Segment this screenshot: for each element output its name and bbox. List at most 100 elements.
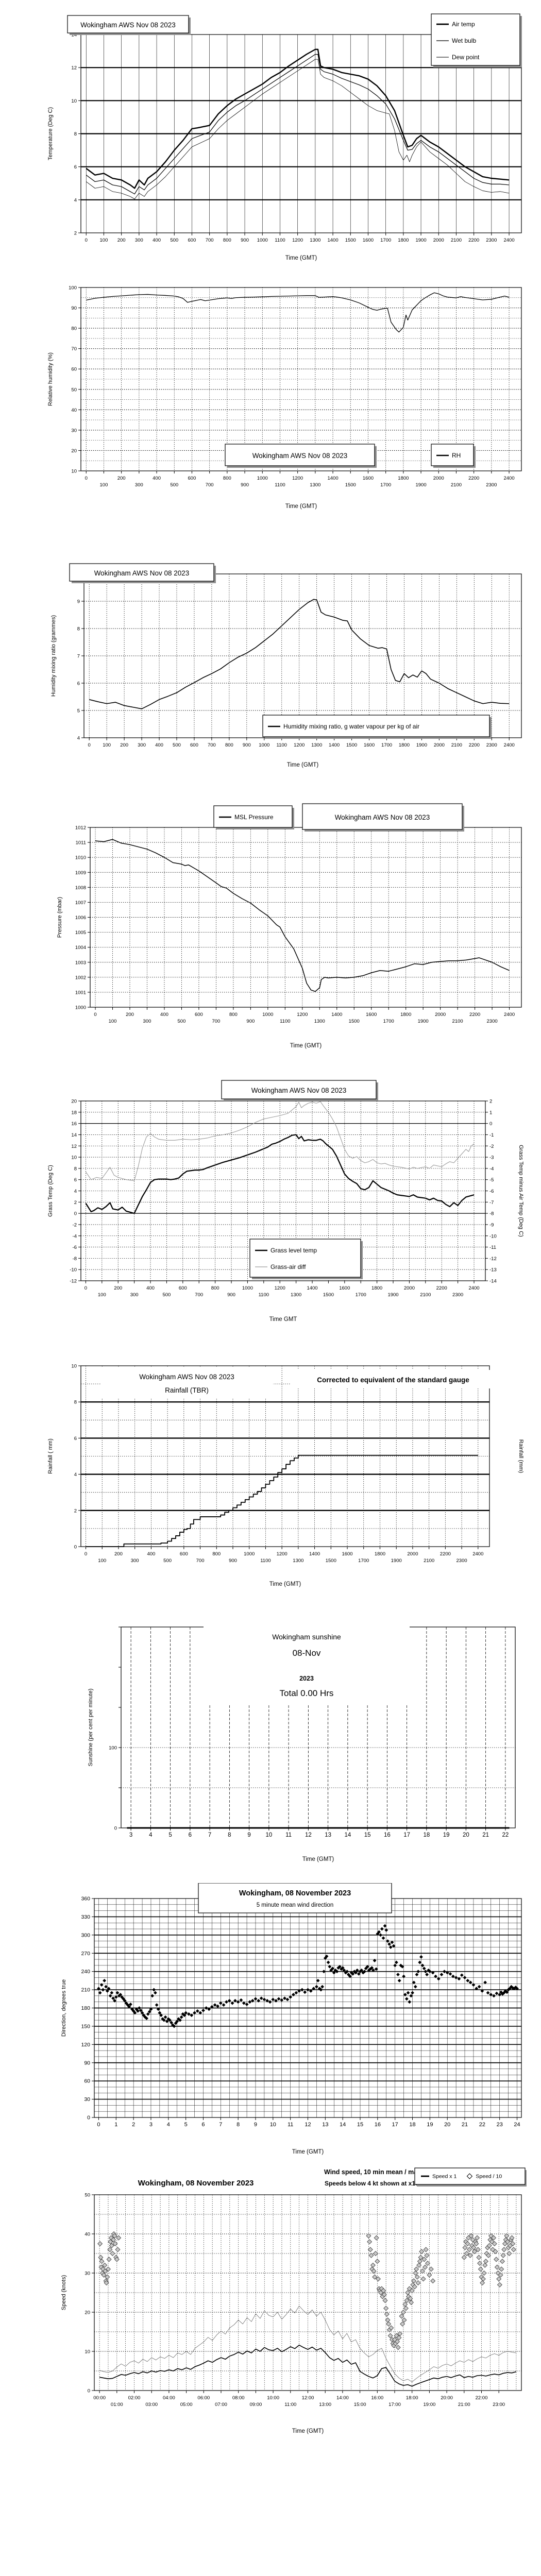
data-point bbox=[397, 1978, 401, 1982]
series-msl-pressure bbox=[95, 839, 510, 992]
y-tick-label: 14 bbox=[71, 1132, 77, 1138]
y-tick-label: 30 bbox=[84, 2096, 90, 2103]
x-tick-label: 20:00 bbox=[441, 2395, 453, 2401]
x-tick-label: 5 bbox=[168, 1832, 172, 1838]
x-tick-label: 18:00 bbox=[406, 2395, 418, 2401]
x-tick-label: 400 bbox=[155, 742, 163, 748]
y2-tick-label: 0 bbox=[489, 1121, 492, 1127]
chart-rainfall-svg: 0100200300400500600700800900100011001200… bbox=[47, 1364, 524, 1588]
x-tick-label: 00:00 bbox=[93, 2395, 106, 2401]
data-point bbox=[422, 2264, 428, 2270]
chart-grass-temperature: 0 100 200 300 400 500 600 700 800 900 1000 1100 1200… bbox=[44, 1079, 527, 1325]
title-box bbox=[290, 1370, 496, 1388]
x-tick-label: 1500 bbox=[349, 1019, 360, 1024]
y-tick-label: 8 bbox=[74, 1400, 77, 1405]
x-tick-label: 1200 bbox=[292, 238, 303, 243]
data-point bbox=[127, 2005, 131, 2009]
data-point bbox=[373, 2251, 378, 2256]
legend-box bbox=[414, 2167, 526, 2185]
title-box bbox=[69, 563, 214, 582]
legend-box bbox=[431, 13, 520, 66]
y-tick-label: 4 bbox=[77, 736, 80, 741]
x-tick-label: 0 bbox=[85, 238, 88, 243]
y-tick-label: 60 bbox=[71, 367, 77, 372]
chart-sunshine-svg: 3 4 5 6 7 8 9 10 11 12 13 14 15 16 17 18 19 20 21 22 Time (G… bbox=[88, 1623, 516, 1862]
x-tick-label: 1900 bbox=[387, 1292, 398, 1298]
x-tick-label: 2000 bbox=[433, 476, 444, 481]
x-tick-label: 22 bbox=[479, 2122, 485, 2128]
x-tick-label: 2200 bbox=[436, 1285, 447, 1291]
x-axis-label: Time (GMT) bbox=[285, 255, 317, 261]
title-text: 5 minute mean wind direction bbox=[257, 1902, 334, 1908]
x-tick-label: 18 bbox=[409, 2122, 415, 2128]
x-axis-label: Time (GMT) bbox=[287, 762, 319, 768]
data-point bbox=[201, 2008, 205, 2012]
x-tick-label: 20 bbox=[463, 1832, 469, 1838]
chart-relative-humidity-svg: 0 100 200 300 400 500 600 700 800 900 1000 1100 1200… bbox=[47, 285, 522, 510]
x-tick-label: 1100 bbox=[260, 1558, 270, 1564]
data-point bbox=[210, 2005, 214, 2009]
y2-tick-label: -12 bbox=[489, 1256, 497, 1262]
y-tick-label: 90 bbox=[84, 2060, 90, 2066]
legend-diamond-icon bbox=[466, 2173, 473, 2179]
data-point bbox=[480, 2276, 486, 2282]
legend-label: RH bbox=[452, 452, 461, 459]
data-point bbox=[404, 2298, 410, 2303]
x-tick-label: 3 bbox=[149, 2122, 153, 2128]
x-tick-label: 300 bbox=[138, 742, 146, 748]
x-tick-label: 1000 bbox=[262, 1012, 273, 1018]
data-point bbox=[486, 1991, 490, 1995]
x-tick-label: 1100 bbox=[280, 1019, 290, 1024]
data-point bbox=[494, 2264, 500, 2270]
x-axis-label: Time (GMT) bbox=[292, 2149, 324, 2155]
x-tick-label: 2 bbox=[132, 2122, 135, 2128]
data-point bbox=[104, 2280, 109, 2285]
y-tick-label: 120 bbox=[81, 2042, 90, 2048]
x-tick-label: 1700 bbox=[381, 742, 392, 748]
x-tick-label: 600 bbox=[188, 476, 196, 481]
x-tick-label: 900 bbox=[229, 1558, 237, 1564]
x-tick-label: 1900 bbox=[391, 1558, 402, 1564]
x-tick-label: 900 bbox=[246, 1019, 255, 1024]
x-tick-label: 1000 bbox=[244, 1551, 255, 1557]
x-tick-label: 2300 bbox=[486, 238, 497, 243]
y-tick-label: 20 bbox=[71, 448, 77, 454]
x-tick-label: 2200 bbox=[440, 1551, 451, 1557]
y-tick-label: 7 bbox=[77, 654, 80, 659]
data-point bbox=[178, 2018, 182, 2022]
data-point bbox=[137, 2006, 141, 2010]
y-tick-label: 2 bbox=[74, 1508, 77, 1514]
data-point bbox=[504, 2233, 510, 2239]
x-tick-label: 900 bbox=[241, 238, 249, 243]
y-tick-label: 6 bbox=[74, 1177, 77, 1183]
x-tick-label: 21 bbox=[462, 2122, 468, 2128]
data-point bbox=[112, 2241, 118, 2246]
x-tick-label: 800 bbox=[211, 1285, 219, 1291]
data-point bbox=[409, 1994, 413, 1998]
data-point bbox=[97, 2241, 103, 2246]
x-tick-label: 1800 bbox=[399, 742, 410, 748]
data-point bbox=[411, 2278, 417, 2284]
y-tick-label: 1002 bbox=[75, 975, 86, 980]
x-tick-label: 1400 bbox=[331, 1012, 342, 1018]
data-point bbox=[462, 2245, 468, 2250]
legend-label: Air temp bbox=[452, 21, 475, 28]
x-tick-label: 08:00 bbox=[232, 2395, 245, 2401]
y-tick-label: 1010 bbox=[75, 855, 86, 861]
x-tick-label: 04:00 bbox=[163, 2395, 175, 2401]
y-tick-label: 18 bbox=[71, 1110, 77, 1115]
y-tick-label: 10 bbox=[71, 98, 77, 104]
y-tick-label: 8 bbox=[77, 626, 80, 632]
data-point bbox=[384, 1928, 388, 1932]
x-tick-label: 22:00 bbox=[476, 2395, 488, 2401]
y-tick-label: 10 bbox=[71, 469, 77, 474]
x-tick-label: 1000 bbox=[242, 1285, 253, 1291]
x-tick-label: 4 bbox=[167, 2122, 170, 2128]
x-tick-label: 1600 bbox=[366, 1012, 377, 1018]
x-tick-label: 11 bbox=[285, 1832, 292, 1838]
series-speed-10 bbox=[97, 2231, 516, 2350]
x-tick-label: 500 bbox=[178, 1019, 186, 1024]
x-tick-label: 15 bbox=[357, 2122, 363, 2128]
y-tick-label: 50 bbox=[84, 2193, 90, 2198]
